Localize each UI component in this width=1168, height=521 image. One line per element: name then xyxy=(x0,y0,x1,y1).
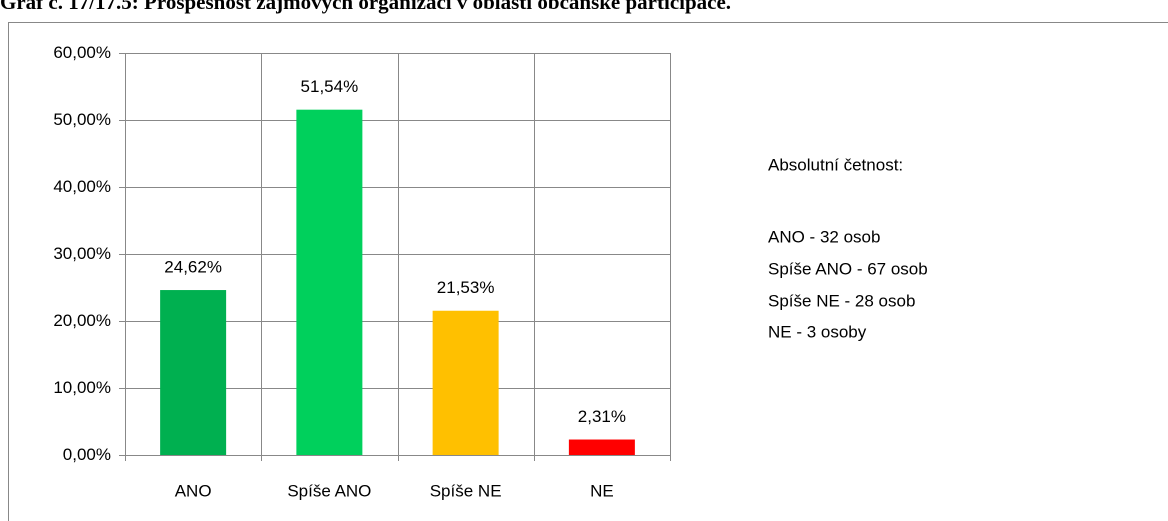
data-label: 51,54% xyxy=(301,77,359,96)
bar xyxy=(432,310,499,455)
x-tick-label: Spíše NE xyxy=(430,481,502,500)
x-tick-label: Spíše ANO xyxy=(287,481,371,500)
chart-border xyxy=(8,22,1168,521)
y-tick-label: 10,00% xyxy=(53,378,111,397)
bar xyxy=(296,109,363,455)
data-label: 24,62% xyxy=(164,258,222,277)
data-label: 21,53% xyxy=(437,278,495,297)
y-tick-label: 0,00% xyxy=(63,445,111,464)
y-tick-label: 40,00% xyxy=(53,177,111,196)
y-tick-label: 50,00% xyxy=(53,110,111,129)
annotation: Spíše ANO - 67 osob xyxy=(768,259,928,278)
data-label: 2,31% xyxy=(578,407,626,426)
chart-title: Graf č. 17/17.5: Prospěšnost zájmových o… xyxy=(0,0,731,14)
annotation: Spíše NE - 28 osob xyxy=(768,291,915,310)
x-tick-label: NE xyxy=(590,481,614,500)
x-tick-label: ANO xyxy=(175,481,212,500)
bar xyxy=(568,439,635,455)
y-tick-label: 30,00% xyxy=(53,244,111,263)
bar xyxy=(160,290,227,455)
annotation: ANO - 32 osob xyxy=(768,227,880,246)
annotation: Absolutní četnost: xyxy=(768,155,903,174)
y-tick-label: 60,00% xyxy=(53,43,111,62)
annotation: NE - 3 osoby xyxy=(768,322,867,341)
y-tick-label: 20,00% xyxy=(53,311,111,330)
